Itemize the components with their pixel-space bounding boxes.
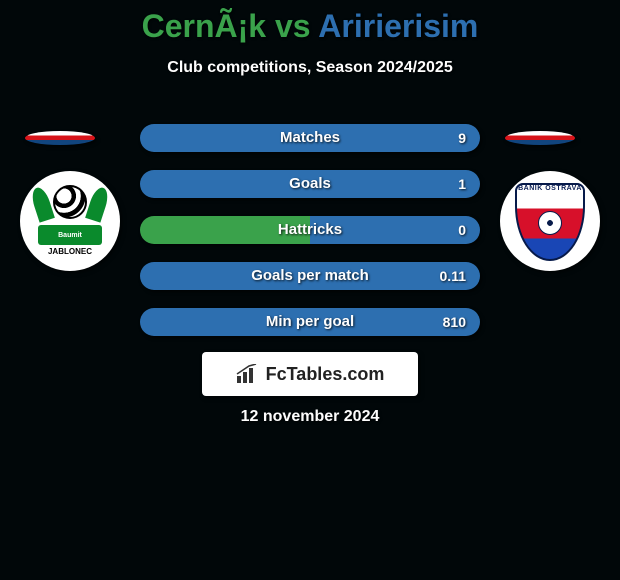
stats-container: Matches9Goals1Hattricks0Goals per match0… (140, 124, 480, 354)
vs-text: vs (266, 8, 318, 44)
stat-label: Goals per match (140, 262, 480, 290)
crest-right-arc-text: BANIK OSTRAVA (517, 185, 583, 192)
club-crest-right: BANIK OSTRAVA (500, 171, 600, 271)
stat-value-right: 0.11 (440, 262, 466, 290)
stat-row: Goals1 (140, 170, 480, 198)
player-right-name: Aririerisim (318, 8, 478, 44)
crest-left-graphic: Baumit JABLONEC (30, 181, 110, 261)
comparison-title: CernÃ¡k vs Aririerisim (0, 0, 620, 45)
club-crest-left: Baumit JABLONEC (20, 171, 120, 271)
stat-value-right: 0 (458, 216, 466, 244)
stat-value-right: 9 (458, 124, 466, 152)
update-date: 12 november 2024 (0, 408, 620, 426)
bar-chart-icon (236, 364, 260, 384)
crest-right-graphic: BANIK OSTRAVA (511, 179, 589, 263)
player-left-name: CernÃ¡k (142, 8, 266, 44)
stat-label: Hattricks (140, 216, 480, 244)
stat-label: Goals (140, 170, 480, 198)
brand-attribution: FcTables.com (202, 352, 418, 396)
brand-text: FcTables.com (266, 364, 385, 385)
crest-left-small-text: JABLONEC (30, 247, 110, 256)
stat-row: Goals per match0.11 (140, 262, 480, 290)
season-subtitle: Club competitions, Season 2024/2025 (0, 59, 620, 77)
country-flag-left (25, 131, 95, 145)
stat-value-right: 810 (443, 308, 466, 336)
stat-row: Min per goal810 (140, 308, 480, 336)
stat-label: Min per goal (140, 308, 480, 336)
stat-label: Matches (140, 124, 480, 152)
stat-row: Hattricks0 (140, 216, 480, 244)
stat-value-right: 1 (458, 170, 466, 198)
crest-left-band-text: Baumit (38, 225, 102, 245)
country-flag-right (505, 131, 575, 145)
stat-row: Matches9 (140, 124, 480, 152)
